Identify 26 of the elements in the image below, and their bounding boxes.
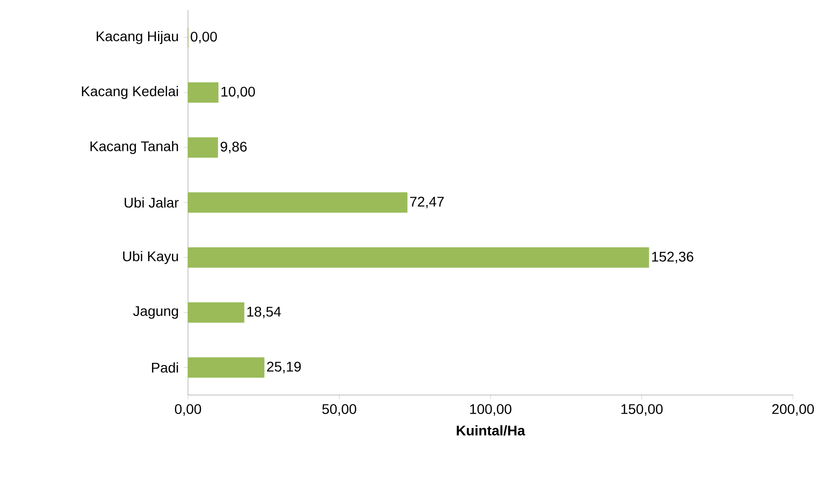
y-tick-label: Kacang Kedelai [82, 86, 178, 100]
data-label: 0,00 [190, 32, 217, 44]
y-tick-label: Jagung [133, 306, 178, 319]
bar [188, 247, 650, 268]
bar [188, 137, 218, 158]
bar [188, 357, 264, 378]
bar [188, 82, 218, 103]
data-label: 18,54 [247, 306, 281, 318]
x-tick-label: 50,00 [322, 404, 356, 416]
x-tick-label: 0,00 [174, 404, 202, 416]
y-tick-label: Kacang Tanah [90, 140, 178, 154]
x-tick-label: 150,00 [621, 404, 663, 416]
data-label: 9,86 [220, 142, 247, 154]
data-label: 72,47 [410, 196, 444, 208]
y-tick-label: Padi [152, 362, 178, 373]
bar [188, 302, 244, 323]
y-tick-label: Kacang Hijau [96, 30, 178, 44]
x-axis-title: Kuintal/Ha [456, 425, 526, 436]
x-tick-label: 200,00 [772, 404, 814, 416]
y-tick-label: Ubi Kayu [123, 250, 178, 264]
data-label: 25,19 [267, 362, 301, 374]
bar [188, 192, 408, 213]
y-tick-label: Ubi Jalar [124, 197, 179, 208]
data-label: 10,00 [222, 86, 255, 98]
x-tick-label: 100,00 [470, 404, 512, 416]
data-label: 152,36 [652, 252, 694, 264]
